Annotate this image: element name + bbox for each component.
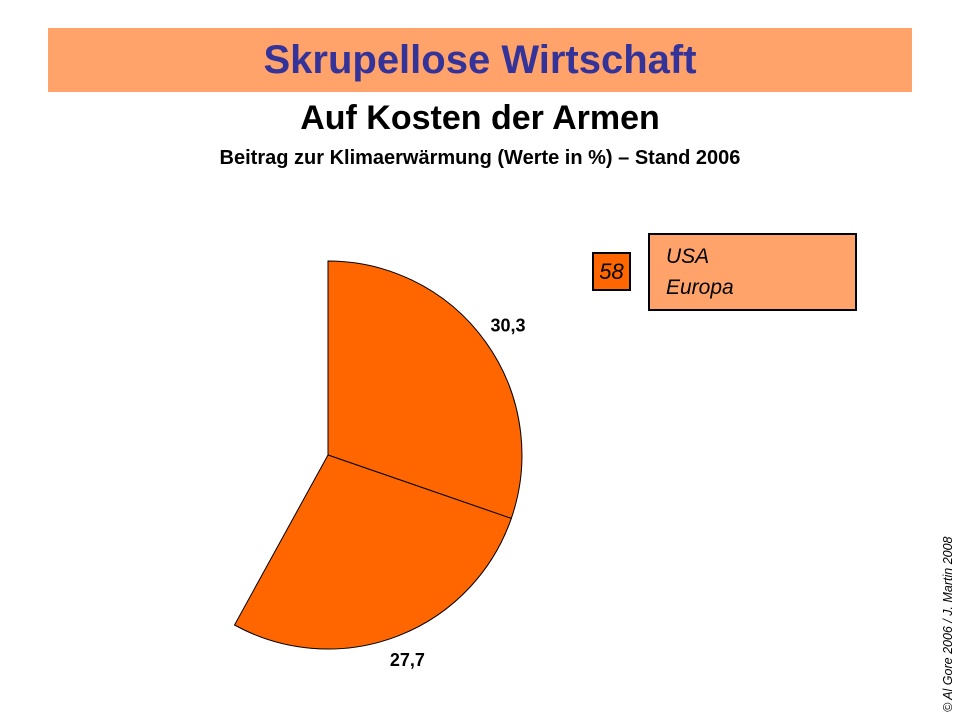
- legend-sum-box: 58: [592, 252, 631, 291]
- pie-slice-1: [233, 454, 512, 650]
- legend-box: USA Europa: [648, 233, 857, 311]
- pie-slice-label-1: 27,7: [390, 650, 425, 670]
- legend-entry-europa: Europa: [666, 276, 734, 299]
- main-title: Skrupellose Wirtschaft: [263, 37, 697, 82]
- copyright-vertical: © Al Gore 2006 / J. Martin 2008: [941, 536, 955, 712]
- title-banner: Skrupellose Wirtschaft: [48, 28, 912, 92]
- subtitle: Auf Kosten der Armen: [300, 99, 660, 137]
- pie-slice-label-0: 30,3: [490, 316, 525, 336]
- legend-entry-usa: USA: [666, 245, 710, 268]
- chart-caption: Beitrag zur Klimaerwärmung (Werte in %) …: [219, 147, 741, 169]
- pie-slice-0: [327, 260, 523, 520]
- legend-sum-value: 58: [599, 258, 624, 284]
